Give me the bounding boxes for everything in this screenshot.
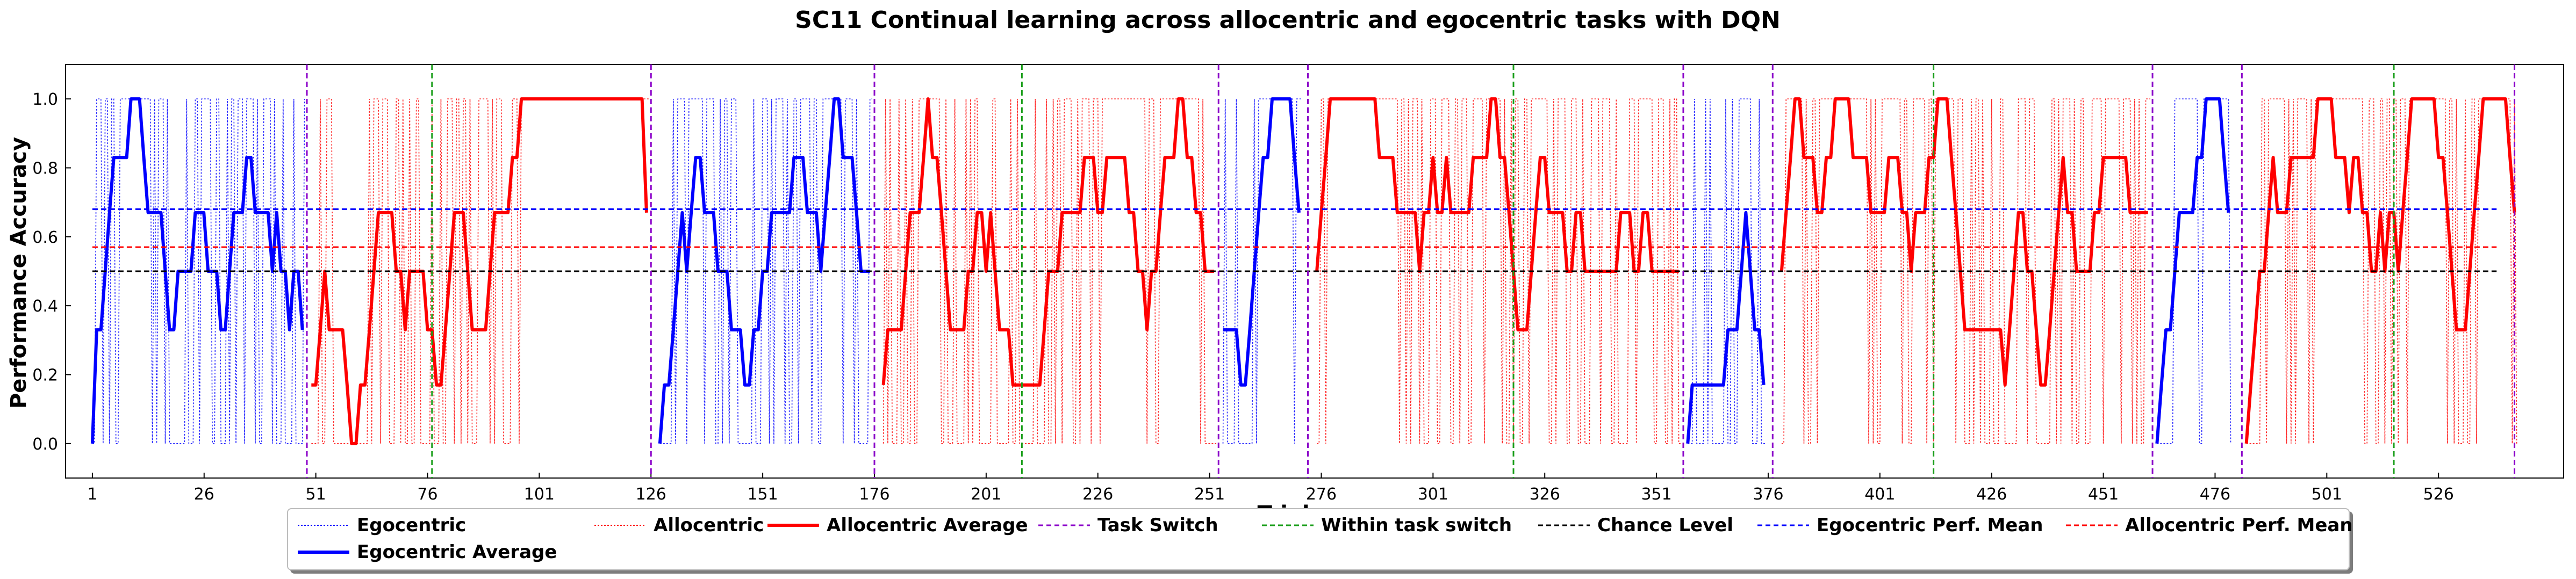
y-tick-label: 0.6 <box>32 228 58 247</box>
legend-entry-egocentric: Egocentric <box>298 515 466 536</box>
legend-entry-allocentric-perf-mean: Allocentric Perf. Mean <box>2066 515 2353 536</box>
legend-entry-within-task-switch: Within task switch <box>1262 515 1512 536</box>
legend-swatch-egocentric-average <box>298 551 349 554</box>
x-tick-label: 201 <box>971 485 1001 504</box>
legend-label-allocentric-average: Allocentric Average <box>827 515 1028 536</box>
legend-swatch-task-switch <box>1038 524 1090 526</box>
legend-entry-allocentric: Allocentric <box>594 515 764 536</box>
x-tick-label: 426 <box>1976 485 2007 504</box>
x-tick-label: 251 <box>1194 485 1225 504</box>
x-tick-label: 126 <box>636 485 666 504</box>
allocentric-average-line <box>1779 97 2148 387</box>
allocentric-raw-trace <box>1317 98 1681 444</box>
x-tick-label: 326 <box>1530 485 1560 504</box>
x-tick-label: 376 <box>1753 485 1783 504</box>
x-tick-label: 451 <box>2088 485 2119 504</box>
y-tick-label: 0.0 <box>32 435 58 454</box>
legend-entry-task-switch: Task Switch <box>1038 515 1218 536</box>
legend-swatch-allocentric <box>594 525 646 526</box>
legend-label-task-switch: Task Switch <box>1097 515 1218 536</box>
y-tick-label: 0.4 <box>32 297 58 316</box>
legend-label-egocentric-perf-mean: Egocentric Perf. Mean <box>1817 515 2043 536</box>
plot-area: 0.00.20.40.60.81.01 26 51 76 101 126 151 176 201… <box>32 64 2564 504</box>
x-tick-label: 226 <box>1082 485 1113 504</box>
legend-label-allocentric-perf-mean: Allocentric Perf. Mean <box>2125 515 2353 536</box>
x-tick-label: 1 <box>87 485 97 504</box>
legend-swatch-allocentric-perf-mean <box>2066 524 2118 526</box>
egocentric-average-line <box>2155 97 2230 444</box>
x-tick-label: 301 <box>1418 485 1448 504</box>
legend-entry-chance-level: Chance Level <box>1538 515 1733 536</box>
egocentric-average-line <box>1223 97 1301 387</box>
y-tick-label: 1.0 <box>32 90 58 109</box>
legend-swatch-chance-level <box>1538 524 1590 526</box>
egocentric-average-line <box>1686 211 1766 444</box>
x-tick-label: 401 <box>1864 485 1895 504</box>
legend-label-chance-level: Chance Level <box>1597 515 1733 536</box>
allocentric-average-line <box>311 97 648 445</box>
legend-label-within-task-switch: Within task switch <box>1321 515 1512 536</box>
legend-entry-egocentric-average: Egocentric Average <box>298 541 557 563</box>
y-axis-label: Performance Accuracy <box>6 137 31 409</box>
egocentric-raw-trace <box>659 98 872 444</box>
x-tick-label: 476 <box>2200 485 2230 504</box>
allocentric-raw-trace <box>882 98 1217 444</box>
egocentric-raw-trace <box>92 98 305 444</box>
x-tick-label: 351 <box>1641 485 1671 504</box>
x-tick-label: 26 <box>194 485 214 504</box>
legend-entry-allocentric-average: Allocentric Average <box>767 515 1028 536</box>
legend: Egocentric Allocentric Allocentric Avera… <box>287 508 2353 570</box>
x-tick-label: 176 <box>859 485 889 504</box>
legend-swatch-within-task-switch <box>1262 524 1314 526</box>
chart-title: SC11 Continual learning across allocentr… <box>795 6 1781 34</box>
x-tick-label: 526 <box>2423 485 2454 504</box>
allocentric-average-line <box>1315 97 1679 332</box>
egocentric-raw-trace <box>1222 98 1302 444</box>
legend-swatch-egocentric-perf-mean <box>1757 524 1809 526</box>
legend-label-allocentric: Allocentric <box>654 515 764 536</box>
x-tick-label: 501 <box>2312 485 2342 504</box>
allocentric-average-line <box>881 97 1214 387</box>
egocentric-average-line <box>90 97 304 444</box>
y-tick-label: 0.8 <box>32 160 58 178</box>
legend-label-egocentric: Egocentric <box>357 515 467 536</box>
legend-entry-egocentric-perf-mean: Egocentric Perf. Mean <box>1757 515 2043 536</box>
y-tick-label: 0.2 <box>32 366 58 385</box>
legend-swatch-egocentric <box>298 525 349 526</box>
x-tick-label: 276 <box>1306 485 1337 504</box>
x-tick-label: 51 <box>306 485 326 504</box>
x-tick-label: 101 <box>524 485 555 504</box>
x-tick-label: 76 <box>417 485 437 504</box>
allocentric-raw-trace <box>1781 98 2150 444</box>
x-tick-label: 151 <box>747 485 778 504</box>
allocentric-raw-trace <box>2246 98 2517 444</box>
legend-label-egocentric-average: Egocentric Average <box>357 541 557 563</box>
plot-frame <box>65 64 2564 479</box>
legend-swatch-allocentric-average <box>767 524 819 527</box>
